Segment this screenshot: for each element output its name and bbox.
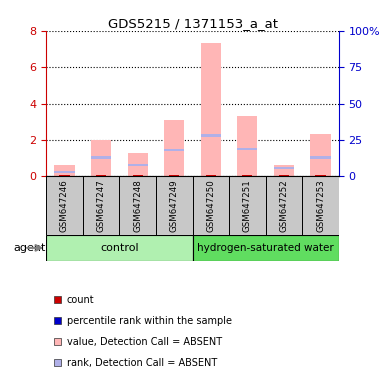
Bar [266,176,302,235]
Text: control: control [100,243,139,253]
Bar [237,116,258,176]
Bar [302,176,339,235]
Bar [119,176,156,235]
Text: GSM647247: GSM647247 [97,179,105,232]
Bar [127,164,148,166]
Bar [164,149,184,151]
Bar [206,175,216,176]
Bar [54,166,75,176]
Bar [169,175,179,176]
Bar [83,176,119,235]
Text: GSM647252: GSM647252 [280,179,288,232]
Bar [315,175,326,176]
Bar [201,43,221,176]
Text: GSM647249: GSM647249 [170,179,179,232]
Bar [310,134,331,176]
Text: count: count [67,295,94,305]
Text: percentile rank within the sample: percentile rank within the sample [67,316,232,326]
Bar [132,175,143,176]
Bar [229,176,266,235]
Bar [91,140,111,176]
Bar [274,164,294,176]
Bar [310,156,331,159]
Bar [46,235,192,261]
Text: GSM647253: GSM647253 [316,179,325,232]
Text: value, Detection Call = ABSENT: value, Detection Call = ABSENT [67,337,222,347]
Bar [274,167,294,169]
Bar [96,175,106,176]
Text: GSM647250: GSM647250 [206,179,215,232]
Bar [54,171,75,173]
Text: hydrogen-saturated water: hydrogen-saturated water [197,243,334,253]
Bar [192,176,229,235]
Bar [237,147,258,150]
Bar [156,176,192,235]
Bar [164,120,184,176]
Bar [201,134,221,137]
Bar [192,235,339,261]
Title: GDS5215 / 1371153_a_at: GDS5215 / 1371153_a_at [107,17,278,30]
Bar [242,175,253,176]
Bar [279,175,289,176]
Text: GSM647251: GSM647251 [243,179,252,232]
Bar [127,153,148,176]
Text: GSM647246: GSM647246 [60,179,69,232]
Bar [59,175,70,176]
Text: GSM647248: GSM647248 [133,179,142,232]
Bar [46,176,83,235]
Text: rank, Detection Call = ABSENT: rank, Detection Call = ABSENT [67,358,217,368]
Bar [91,156,111,159]
Text: agent: agent [14,243,46,253]
